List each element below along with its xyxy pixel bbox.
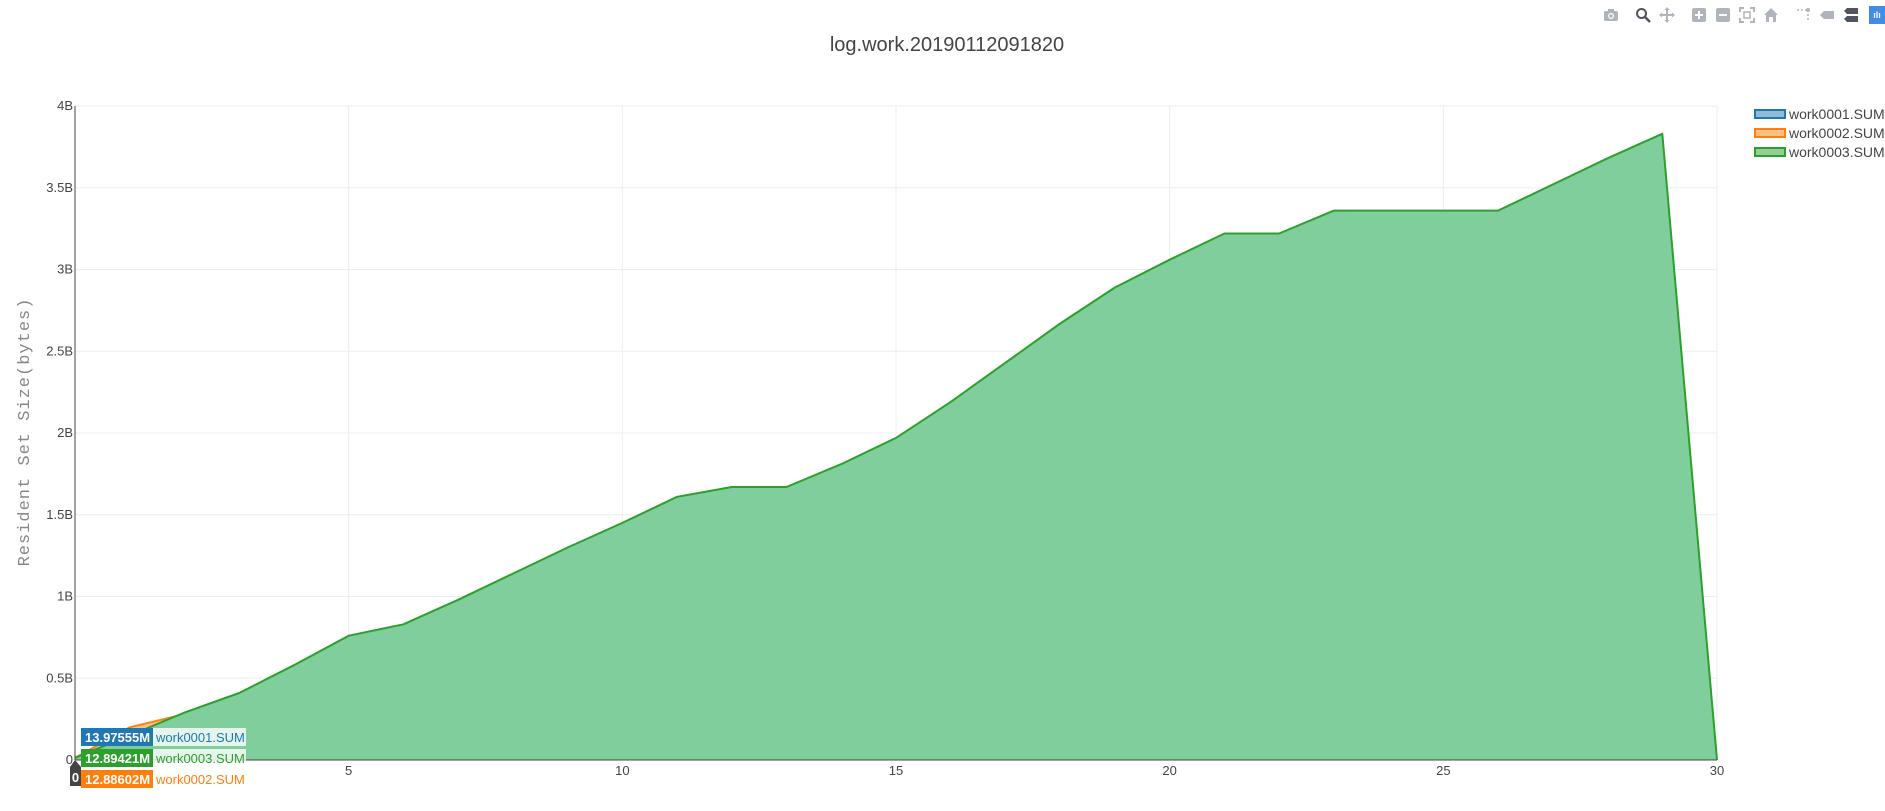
legend-swatch — [1754, 147, 1786, 157]
y-tick-label: 1B — [57, 589, 73, 604]
hover-value: 13.97555M — [85, 730, 150, 745]
hover-name: work0002.SUM — [155, 772, 245, 787]
hover-value: 12.89421M — [85, 751, 150, 766]
x-tick-label: 25 — [1436, 763, 1450, 778]
legend-item-work0003[interactable]: work0003.SUM — [1754, 144, 1885, 160]
zoom-in-icon[interactable] — [1687, 4, 1711, 26]
zoom-out-icon[interactable] — [1711, 4, 1735, 26]
plot-area — [74, 132, 1718, 761]
hover-label: 13.97555M work0001.SUM — [81, 728, 246, 746]
hover-value: 12.88602M — [85, 772, 150, 787]
hover-label: 12.88602M work0002.SUM — [81, 770, 246, 788]
x-tick-label: 15 — [889, 763, 903, 778]
modebar: ılı — [1599, 4, 1885, 26]
pan-icon[interactable] — [1655, 4, 1679, 26]
y-tick-label: 0.5B — [46, 670, 73, 685]
y-tick-labels: 0 0.5B 1B 1.5B 2B 2.5B 3B 3.5B 4B — [46, 98, 73, 767]
hover-value-box — [81, 749, 153, 767]
x-tick-label: 30 — [1710, 763, 1724, 778]
hover-label: 12.89421M work0003.SUM — [81, 749, 246, 767]
legend: work0001.SUM work0002.SUM work0003.SUM — [1754, 106, 1885, 160]
toggle-spike-lines-icon[interactable] — [1791, 4, 1815, 26]
y-tick-label: 3.5B — [46, 180, 73, 195]
y-tick-label: 2.5B — [46, 343, 73, 358]
zoom-icon[interactable] — [1631, 4, 1655, 26]
legend-item-work0001[interactable]: work0001.SUM — [1754, 106, 1885, 122]
series-line-work0002 — [74, 713, 185, 759]
legend-swatch — [1754, 109, 1786, 119]
y-tick-label: 0 — [66, 752, 73, 767]
hover-compare-icon[interactable] — [1839, 4, 1863, 26]
hover-x-label: 0 — [70, 760, 81, 786]
series-line-work0003 — [74, 132, 1718, 761]
hover-closest-icon[interactable] — [1815, 4, 1839, 26]
y-tick-label: 4B — [57, 98, 73, 113]
hover-x-value: 0 — [72, 770, 79, 785]
area-fill-work0003 — [75, 133, 1717, 761]
x-tick-label: 5 — [345, 763, 352, 778]
legend-item-work0002[interactable]: work0002.SUM — [1754, 125, 1885, 141]
hover-name-box — [153, 770, 246, 788]
autoscale-icon[interactable] — [1735, 4, 1759, 26]
camera-icon[interactable] — [1599, 4, 1623, 26]
y-axis-label: Resident Set Size(bytes) — [16, 298, 35, 567]
x-tick-labels: 5 10 15 20 25 30 — [345, 763, 1724, 778]
legend-label: work0001.SUM — [1788, 106, 1885, 122]
legend-label: work0002.SUM — [1788, 125, 1885, 141]
y-tick-label: 3B — [57, 262, 73, 277]
plotly-logo-icon[interactable]: ılı — [1869, 6, 1885, 24]
chart-title: log.work.20190112091820 — [830, 34, 1064, 56]
legend-swatch — [1754, 128, 1786, 138]
hover-value-box — [81, 770, 153, 788]
x-tick-label: 10 — [615, 763, 629, 778]
y-tick-label: 1.5B — [46, 507, 73, 522]
legend-label: work0003.SUM — [1788, 144, 1885, 160]
hover-name: work0001.SUM — [155, 730, 245, 745]
axes — [74, 106, 1717, 761]
reset-axes-icon[interactable] — [1759, 4, 1783, 26]
hover-labels: 13.97555M work0001.SUM 12.89421M work0003.S… — [70, 728, 246, 788]
y-tick-label: 2B — [57, 425, 73, 440]
x-tick-label: 20 — [1162, 763, 1176, 778]
hover-x-box — [70, 760, 81, 786]
hover-value-box — [81, 728, 153, 746]
hover-name-box — [153, 728, 246, 746]
hover-name: work0003.SUM — [155, 751, 245, 766]
hover-name-box — [153, 749, 246, 767]
